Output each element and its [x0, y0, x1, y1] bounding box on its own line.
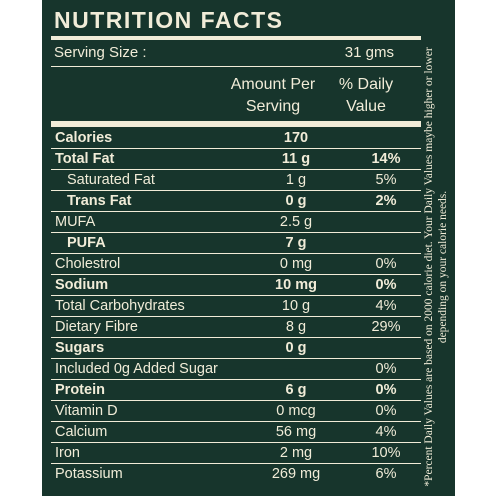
nutrient-daily-value: 0%: [375, 403, 397, 419]
panel-title: NUTRITION FACTS: [54, 7, 284, 33]
nutrient-amount: 10 g: [281, 298, 311, 314]
nutrient-amount: 7 g: [285, 235, 307, 251]
nutrient-row-cholestrol: Cholestrol 0 mg 0%: [51, 254, 421, 275]
nutrient-name: Iron: [55, 445, 80, 461]
amount-per-serving-header: Amount Per Serving: [218, 74, 328, 118]
nutrient-amount: 2.5 g: [279, 214, 313, 230]
nutrient-name: Sodium: [55, 277, 109, 293]
nutrient-amount: 11 g: [281, 151, 311, 167]
nutrient-row-calories: Calories 170: [51, 128, 421, 149]
header-divider: [51, 121, 421, 127]
nutrient-name: Sugars: [55, 340, 105, 356]
serving-divider: [51, 66, 421, 67]
daily-value-footnote: *Percent Daily Values are based on 2000 …: [423, 47, 449, 487]
nutrient-amount: 6 g: [285, 382, 307, 398]
serving-size-value: 31 gms: [344, 44, 394, 61]
nutrient-row-total-carbohydrates: Total Carbohydrates 10 g 4%: [51, 296, 421, 317]
nutrient-row-mufa: MUFA 2.5 g: [51, 212, 421, 233]
nutrient-row-sugars: Sugars 0 g: [51, 338, 421, 359]
nutrient-daily-value: 0%: [375, 382, 397, 398]
nutrient-daily-value: 14%: [371, 151, 401, 167]
nutrient-name: Included 0g Added Sugar: [55, 361, 218, 377]
nutrient-daily-value: 6%: [375, 466, 397, 482]
daily-value-header: % Daily Value: [328, 74, 404, 118]
nutrient-name: Vitamin D: [55, 403, 118, 419]
nutrient-row-calcium: Calcium 56 mg 4%: [51, 422, 421, 443]
nutrient-name: Calories: [55, 130, 113, 146]
nutrient-name: Trans Fat: [67, 193, 132, 209]
nutrient-amount: 1 g: [285, 172, 307, 188]
nutrient-row-potassium: Potassium 269 mg 6%: [51, 464, 421, 484]
amount-header-line1: Amount Per: [230, 76, 316, 93]
nutrient-daily-value: 29%: [371, 319, 401, 335]
nutrient-row-sodium: Sodium 10 mg 0%: [51, 275, 421, 296]
nutrient-amount: 2 mg: [279, 445, 313, 461]
nutrient-daily-value: 0%: [375, 277, 397, 293]
nutrient-amount: 170: [283, 130, 309, 146]
nutrient-daily-value: 0%: [375, 256, 397, 272]
nutrient-row-iron: Iron 2 mg 10%: [51, 443, 421, 464]
nutrient-name: PUFA: [67, 235, 106, 251]
nutrient-daily-value: 4%: [375, 424, 397, 440]
serving-size-label: Serving Size :: [54, 44, 147, 61]
nutrient-name: Cholestrol: [55, 256, 121, 272]
nutrient-amount: 269 mg: [271, 466, 321, 482]
nutrient-amount: 8 g: [285, 319, 307, 335]
nutrient-row-pufa: PUFA 7 g: [51, 233, 421, 254]
nutrient-amount: 0 g: [285, 340, 307, 356]
nutrient-daily-value: 0%: [375, 361, 397, 377]
nutrient-row-total-fat: Total Fat 11 g 14%: [51, 149, 421, 170]
nutrition-facts-panel: NUTRITION FACTS Serving Size : 31 gms Am…: [42, 0, 455, 496]
nutrient-row-protein: Protein 6 g 0%: [51, 380, 421, 401]
nutrient-row-saturated-fat: Saturated Fat 1 g 5%: [51, 170, 421, 191]
nutrient-name: MUFA: [55, 214, 96, 230]
serving-size-line: Serving Size : 31 gms: [54, 42, 396, 64]
nutrient-daily-value: 5%: [375, 172, 397, 188]
nutrient-amount: 0 mg: [279, 256, 313, 272]
nutrient-row-added-sugar: Included 0g Added Sugar 0%: [51, 359, 421, 380]
nutrient-row-vitamin-d: Vitamin D 0 mcg 0%: [51, 401, 421, 422]
nutrient-name: Saturated Fat: [67, 172, 155, 188]
nutrient-amount: 10 mg: [275, 277, 317, 293]
nutrient-row-dietary-fibre: Dietary Fibre 8 g 29%: [51, 317, 421, 338]
nutrient-daily-value: 10%: [371, 445, 401, 461]
dv-header-line2: Value: [346, 98, 386, 115]
nutrient-daily-value: 2%: [375, 193, 397, 209]
nutrient-name: Total Carbohydrates: [55, 298, 185, 314]
nutrient-daily-value: 4%: [375, 298, 397, 314]
nutrient-amount: 0 g: [285, 193, 307, 209]
nutrient-row-trans-fat: Trans Fat 0 g 2%: [51, 191, 421, 212]
title-divider: [51, 36, 421, 40]
nutrient-name: Dietary Fibre: [55, 319, 138, 335]
nutrient-name: Potassium: [55, 466, 123, 482]
nutrient-name: Total Fat: [55, 151, 115, 167]
nutrient-name: Protein: [55, 382, 105, 398]
dv-header-line1: % Daily: [338, 76, 394, 93]
amount-header-line2: Serving: [245, 98, 301, 115]
nutrient-amount: 56 mg: [275, 424, 317, 440]
nutrient-name: Calcium: [55, 424, 108, 440]
nutrient-amount: 0 mcg: [276, 403, 316, 419]
